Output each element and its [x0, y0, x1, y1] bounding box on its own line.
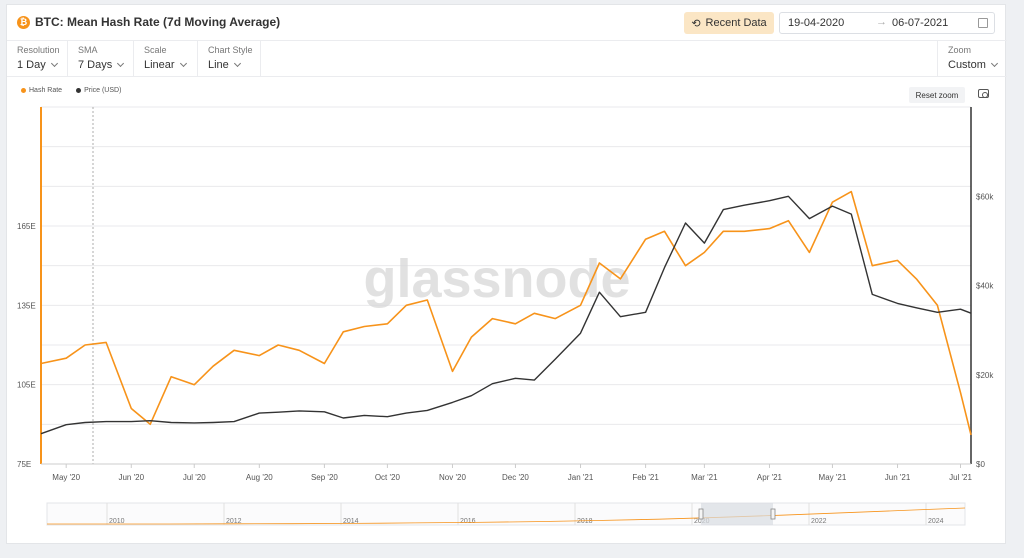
- sma-select[interactable]: SMA 7 Days: [68, 41, 134, 77]
- y-right-tick-label: $40k: [976, 282, 994, 291]
- chart-style-select[interactable]: Chart Style Line: [198, 41, 261, 77]
- chart-svg: glassnode 75E 105E 135E 165E $0 $20k $40k $60k M…: [17, 106, 994, 526]
- watermark-text: glassnode: [363, 249, 630, 309]
- y-right-tick-label: $60k: [976, 192, 994, 201]
- navigator-year-label: 2024: [928, 518, 944, 525]
- chart-style-value: Line: [208, 59, 229, 71]
- navigator-series-line: [47, 507, 966, 525]
- zoom-select[interactable]: Zoom Custom: [937, 41, 1007, 77]
- legend-dot-price: [76, 88, 82, 93]
- x-tick-label: Jan '21: [568, 473, 594, 482]
- y-left-tick-label: 105E: [17, 381, 36, 390]
- legend-dot-hash-rate: [21, 88, 26, 93]
- legend-item-price[interactable]: Price (USD): [76, 87, 121, 94]
- series-line-price: [40, 195, 972, 435]
- resolution-select[interactable]: Resolution 1 Day: [7, 41, 68, 77]
- navigator-year-label: 2014: [343, 518, 359, 525]
- x-tick-label: Jun '21: [885, 473, 911, 482]
- x-tick-label: Feb '21: [632, 473, 659, 482]
- x-tick-label: Mar '21: [691, 473, 718, 482]
- scale-label: Scale: [144, 45, 167, 55]
- navigator-year-label: 2016: [460, 518, 476, 525]
- navigator-year-label: 2018: [577, 518, 593, 525]
- resolution-value: 1 Day: [17, 59, 46, 71]
- x-tick-label: Oct '20: [375, 473, 401, 482]
- scale-value: Linear: [144, 59, 175, 71]
- legend-label-price: Price (USD): [84, 87, 122, 94]
- x-tick-label: Nov '20: [439, 473, 466, 482]
- calendar-icon[interactable]: [978, 18, 988, 28]
- date-from-input[interactable]: 19-04-2020: [788, 17, 845, 29]
- date-arrow: →: [876, 16, 887, 28]
- x-tick-label: Dec '20: [502, 473, 529, 482]
- x-tick-label: Aug '20: [246, 473, 273, 482]
- x-tick-label: May '20: [52, 473, 80, 482]
- bitcoin-icon: ₿: [17, 16, 30, 29]
- sma-value: 7 Days: [78, 59, 113, 71]
- y-left-tick-label: 75E: [17, 460, 31, 469]
- navigator-year-label: 2010: [109, 518, 125, 525]
- x-tick-label: Jun '20: [118, 473, 144, 482]
- chart-title: BTC: Mean Hash Rate (7d Moving Average): [35, 15, 281, 29]
- navigator-handle-left[interactable]: [698, 508, 704, 520]
- navigator-handle-right[interactable]: [770, 508, 776, 520]
- navigator-year-label: 2022: [811, 518, 827, 525]
- navigator-selection[interactable]: [701, 503, 773, 525]
- x-tick-label: Jul '21: [949, 473, 972, 482]
- recent-data-label: Recent Data: [705, 17, 767, 29]
- navigator[interactable]: 20102012201420162018202020222024: [46, 502, 966, 526]
- y-left-tick-label: 135E: [17, 301, 36, 310]
- date-to-input[interactable]: 06-07-2021: [892, 17, 949, 29]
- y-right-tick-label: $20k: [976, 371, 994, 380]
- scale-select[interactable]: Scale Linear: [134, 41, 198, 77]
- chart-controls: Resolution 1 Day SMA 7 Days Scale Linear…: [7, 41, 1007, 77]
- resolution-label: Resolution: [17, 45, 60, 55]
- chart-legend: Hash Rate Price (USD): [21, 87, 121, 94]
- chart-header: ₿ BTC: Mean Hash Rate (7d Moving Average…: [7, 5, 1007, 41]
- zoom-value: Custom: [948, 59, 986, 71]
- recent-data-button[interactable]: ⟲ Recent Data: [684, 12, 774, 34]
- navigator-year-label: 2012: [226, 518, 242, 525]
- legend-item-hash-rate[interactable]: Hash Rate: [21, 87, 62, 94]
- chart-axes: 75E 105E 135E 165E $0 $20k $40k $60k May '20 Jun …: [17, 107, 994, 482]
- date-range-picker[interactable]: 19-04-2020 → 06-07-2021: [779, 12, 995, 34]
- y-left-tick-label: 165E: [17, 222, 36, 231]
- legend-label-hash-rate: Hash Rate: [29, 87, 63, 94]
- series-line-hash-rate: [40, 190, 972, 436]
- zoom-label: Zoom: [948, 45, 972, 55]
- y-right-tick-label: $0: [976, 460, 985, 469]
- history-icon: ⟲: [691, 17, 701, 30]
- chart-card: ₿ BTC: Mean Hash Rate (7d Moving Average…: [6, 4, 1007, 544]
- camera-icon[interactable]: [978, 89, 989, 98]
- chart-style-label: Chart Style: [208, 45, 253, 55]
- x-tick-label: Apr '21: [757, 473, 783, 482]
- x-tick-label: Jul '20: [183, 473, 206, 482]
- x-tick-label: May '21: [819, 473, 847, 482]
- x-tick-label: Sep '20: [311, 473, 338, 482]
- reset-zoom-button[interactable]: Reset zoom: [909, 87, 965, 103]
- sma-label: SMA: [78, 45, 98, 55]
- chart-lines: [40, 190, 972, 436]
